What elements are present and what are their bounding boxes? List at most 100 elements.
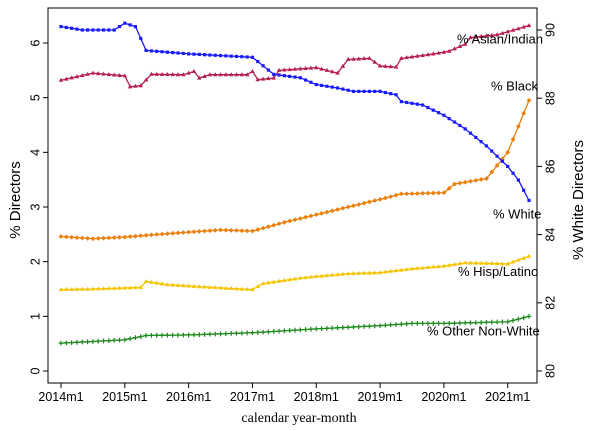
data-point — [297, 327, 303, 333]
data-point — [218, 285, 223, 290]
data-point — [288, 74, 292, 78]
data-point — [101, 71, 106, 76]
data-point — [505, 149, 511, 155]
data-point — [90, 339, 96, 344]
data-point — [111, 285, 117, 290]
data-point — [266, 76, 271, 81]
data-point — [325, 84, 329, 88]
data-point — [367, 199, 372, 205]
data-point — [244, 72, 250, 77]
data-point — [244, 286, 250, 291]
data-point — [458, 123, 462, 128]
data-point — [143, 333, 149, 338]
data-point — [272, 72, 276, 76]
data-point — [346, 88, 350, 92]
data-point — [404, 55, 409, 60]
data-point — [468, 35, 473, 40]
data-point — [207, 72, 213, 77]
data-point — [409, 54, 415, 59]
data-point — [446, 320, 452, 326]
data-point — [313, 212, 319, 218]
data-point — [186, 229, 192, 235]
data-point — [351, 56, 356, 61]
data-point — [171, 50, 175, 55]
data-point — [95, 236, 101, 241]
data-point — [441, 263, 447, 268]
data-point — [452, 120, 457, 124]
data-point — [436, 321, 441, 326]
data-point — [277, 73, 281, 77]
data-point — [271, 222, 277, 228]
data-point — [303, 214, 309, 220]
data-point — [345, 204, 351, 210]
right-y-axis: 80 82 84 86 88 90 — [537, 23, 557, 378]
data-point — [191, 283, 197, 288]
data-point — [522, 188, 526, 192]
data-point — [85, 71, 90, 76]
data-point — [63, 234, 69, 240]
data-point — [223, 331, 229, 337]
data-point — [510, 259, 516, 264]
data-point — [74, 286, 80, 291]
data-point — [308, 213, 314, 219]
data-point — [351, 203, 356, 209]
data-point — [425, 321, 431, 326]
data-point — [192, 52, 196, 56]
data-point — [79, 339, 85, 345]
data-point — [431, 108, 435, 112]
data-point — [356, 202, 362, 207]
data-point — [388, 268, 394, 273]
data-point — [127, 84, 133, 89]
data-point — [313, 326, 319, 332]
data-point — [446, 48, 452, 53]
data-point — [224, 54, 228, 58]
plot-border — [47, 7, 538, 384]
data-point — [324, 273, 330, 278]
data-point — [393, 322, 399, 327]
data-point — [340, 271, 346, 276]
data-point — [276, 67, 282, 72]
data-point — [228, 286, 234, 291]
data-point — [505, 29, 511, 34]
data-point — [165, 50, 169, 54]
x-axis: 2014m1 2015m1 2016m1 2017m1 2018m1 2019m1 2020… — [38, 383, 530, 404]
data-point — [276, 278, 282, 283]
data-point — [80, 28, 84, 32]
data-point — [175, 72, 181, 77]
data-point — [298, 275, 303, 280]
data-point — [361, 270, 367, 275]
data-point — [335, 272, 340, 277]
data-point — [292, 327, 298, 333]
data-point — [159, 231, 165, 237]
data-point — [511, 171, 515, 175]
data-point — [266, 329, 271, 335]
data-point — [122, 337, 128, 343]
data-point — [415, 102, 419, 106]
data-point — [133, 83, 138, 88]
data-point — [287, 328, 293, 333]
data-point — [436, 50, 441, 55]
data-point — [266, 280, 271, 285]
data-point — [526, 313, 532, 319]
data-point — [452, 181, 457, 187]
data-point — [446, 262, 452, 267]
data-point — [196, 332, 202, 337]
data-point — [117, 285, 122, 290]
data-point — [415, 53, 420, 58]
data-point — [229, 54, 233, 58]
data-point — [409, 321, 415, 326]
data-point — [260, 329, 266, 335]
data-point — [345, 324, 351, 330]
right-tick-label: 82 — [543, 296, 557, 310]
data-point — [170, 282, 175, 287]
data-point — [292, 276, 298, 281]
data-point — [377, 63, 383, 68]
data-point — [181, 51, 185, 56]
data-point — [404, 191, 410, 197]
data-point — [139, 36, 143, 41]
data-point — [383, 90, 388, 95]
data-point — [282, 67, 287, 72]
data-point — [420, 321, 426, 326]
data-point — [393, 192, 399, 198]
